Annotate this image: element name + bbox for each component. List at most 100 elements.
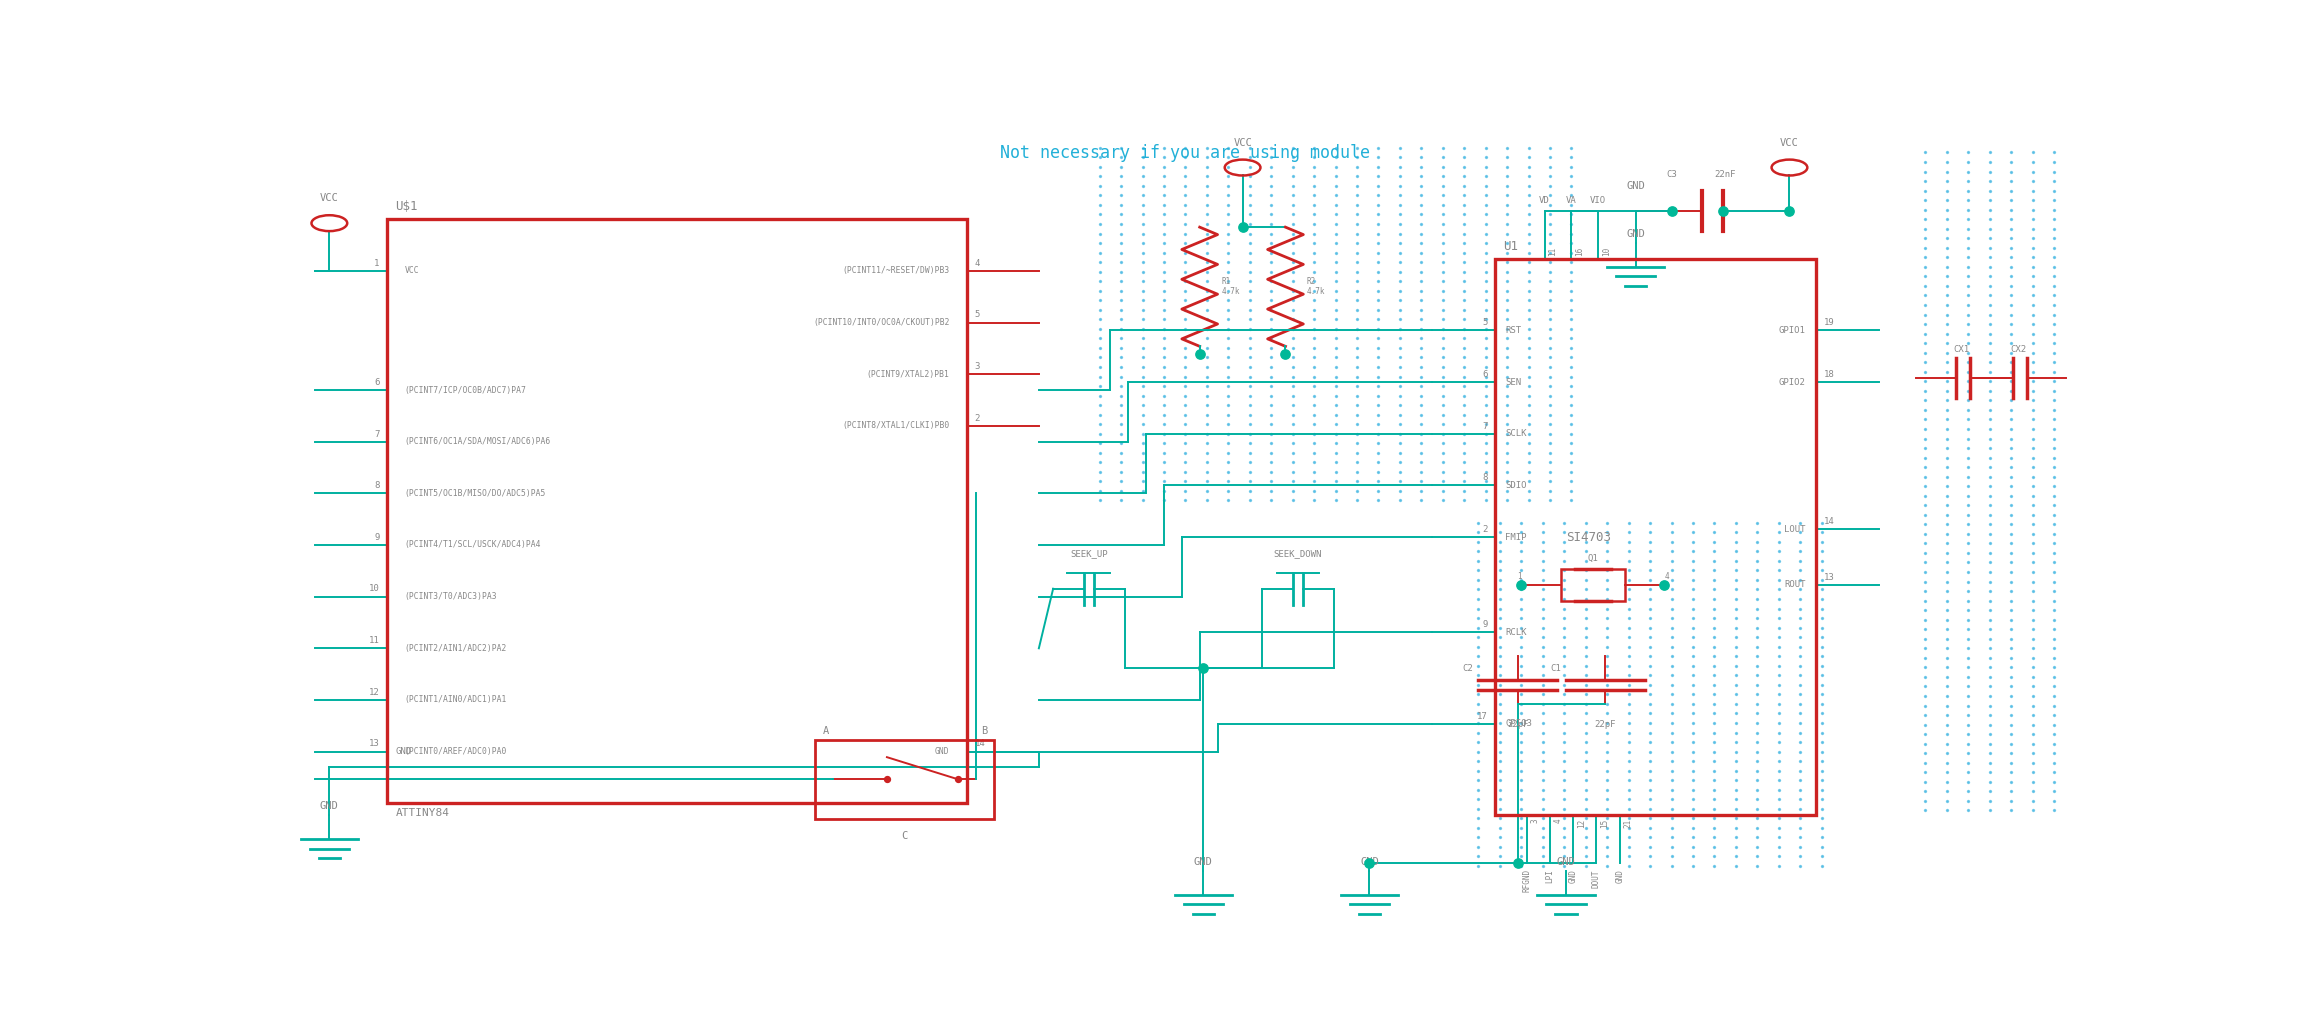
Point	[1381, 197, 1418, 214]
Point	[1402, 387, 1439, 404]
Point	[2036, 221, 2073, 237]
Point	[1510, 387, 1547, 404]
Point	[1928, 669, 1965, 685]
Point	[1296, 397, 1333, 414]
Point	[1102, 463, 1139, 480]
Point	[1992, 507, 2029, 523]
Text: 10: 10	[1603, 247, 1612, 256]
Point	[1545, 534, 1582, 550]
Point	[1718, 792, 1755, 808]
Point	[1610, 810, 1646, 827]
Point	[1460, 667, 1497, 683]
Point	[1381, 359, 1418, 376]
Point	[1552, 245, 1589, 261]
Point	[1759, 590, 1796, 607]
Point	[1907, 725, 1944, 742]
Point	[1490, 149, 1527, 165]
Point	[1510, 159, 1547, 175]
Point	[1972, 545, 2009, 561]
Point	[1275, 301, 1312, 318]
Point	[1490, 340, 1527, 356]
Point	[1504, 753, 1540, 770]
Point	[2013, 383, 2050, 399]
Point	[1972, 316, 2009, 332]
Point	[1972, 487, 2009, 504]
Point	[1123, 321, 1160, 337]
Point	[1102, 436, 1139, 452]
Point	[1739, 696, 1776, 712]
Point	[1992, 268, 2029, 285]
Point	[1167, 425, 1204, 442]
Point	[2036, 478, 2073, 494]
Point	[1480, 810, 1517, 827]
Point	[1296, 368, 1333, 385]
Point	[1524, 819, 1561, 836]
Point	[1928, 411, 1965, 427]
Point	[2036, 649, 2073, 666]
Point	[1146, 301, 1183, 318]
Point	[1480, 734, 1517, 750]
Point	[1510, 407, 1547, 423]
Point	[1992, 478, 2029, 494]
Point	[1633, 829, 1670, 845]
Point	[1381, 340, 1418, 356]
Point	[1907, 411, 1944, 427]
Point	[1674, 639, 1711, 655]
Point	[1951, 669, 1988, 685]
Point	[1296, 492, 1333, 509]
Point	[1275, 492, 1312, 509]
Point	[1402, 197, 1439, 214]
Point	[1296, 340, 1333, 356]
Point	[1972, 563, 2009, 580]
Point	[1674, 724, 1711, 741]
Point	[1082, 416, 1118, 432]
Point	[1928, 316, 1965, 332]
Point	[1467, 197, 1504, 214]
Point	[1992, 497, 2029, 514]
Point	[1082, 340, 1118, 356]
Text: (PCINT8/XTAL1/CLKI)PB0: (PCINT8/XTAL1/CLKI)PB0	[842, 421, 950, 430]
Text: U1: U1	[1504, 239, 1520, 253]
Point	[1381, 425, 1418, 442]
Point	[1972, 373, 2009, 389]
Point	[1231, 321, 1268, 337]
Point	[1992, 440, 2029, 456]
Point	[1545, 619, 1582, 636]
Point	[1402, 254, 1439, 270]
Point	[1146, 445, 1183, 461]
Point	[1402, 407, 1439, 423]
Text: CX1: CX1	[1953, 346, 1969, 354]
Point	[1589, 667, 1626, 683]
Point	[1803, 590, 1840, 607]
Point	[1460, 772, 1497, 788]
Point	[1337, 368, 1374, 385]
Point	[1275, 436, 1312, 452]
Point	[1739, 677, 1776, 694]
Point	[1361, 301, 1397, 318]
Point	[2013, 621, 2050, 638]
Point	[1951, 278, 1988, 294]
Point	[1252, 187, 1289, 203]
Point	[1803, 543, 1840, 559]
Text: GND: GND	[1557, 857, 1575, 867]
Point	[1992, 221, 2029, 237]
Point	[1552, 492, 1589, 509]
Point	[1102, 368, 1139, 385]
Point	[1275, 425, 1312, 442]
Point	[1425, 463, 1462, 480]
Point	[1951, 621, 1988, 638]
Point	[1296, 463, 1333, 480]
Point	[1610, 553, 1646, 570]
Point	[1510, 463, 1547, 480]
Point	[1317, 407, 1354, 423]
Point	[1446, 445, 1483, 461]
Point	[1695, 829, 1732, 845]
Point	[1951, 392, 1988, 409]
Point	[1446, 272, 1483, 289]
Point	[1783, 562, 1819, 579]
Point	[1188, 159, 1224, 175]
Point	[1490, 378, 1527, 394]
Point	[1610, 581, 1646, 598]
Point	[1992, 211, 2029, 227]
Point	[1252, 225, 1289, 241]
